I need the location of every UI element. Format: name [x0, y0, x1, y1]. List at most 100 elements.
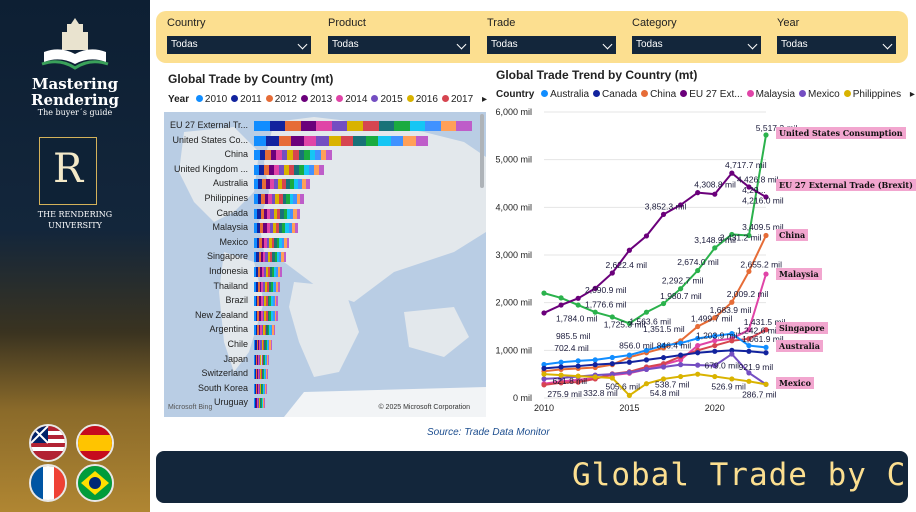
country-bar-segment[interactable]: [257, 398, 259, 409]
country-bar-segment[interactable]: [425, 121, 441, 131]
product-dropdown[interactable]: Todas: [328, 36, 470, 54]
country-bar-segment[interactable]: [304, 150, 310, 161]
country-bar-segment[interactable]: [260, 398, 262, 409]
series-point[interactable]: [575, 373, 581, 379]
country-bar-segment[interactable]: [254, 281, 256, 292]
country-bar-segment[interactable]: [320, 150, 327, 161]
country-bar-segment[interactable]: [257, 383, 259, 394]
country-bar-segment[interactable]: [291, 223, 295, 234]
country-bar-segment[interactable]: [266, 310, 268, 321]
country-bar-label[interactable]: United States Co...: [172, 134, 248, 145]
country-bar-segment[interactable]: [258, 267, 260, 277]
country-bar-segment[interactable]: [254, 150, 260, 161]
country-bar-segment[interactable]: [254, 325, 256, 336]
country-bar-segment[interactable]: [261, 194, 265, 204]
country-bar-segment[interactable]: [268, 194, 272, 204]
country-bar-segment[interactable]: [266, 383, 267, 394]
country-bar-segment[interactable]: [378, 121, 395, 131]
country-bar-segment[interactable]: [259, 340, 261, 350]
country-bar-segment[interactable]: [258, 354, 260, 365]
country-bar-segment[interactable]: [259, 369, 260, 380]
country-bar-segment[interactable]: [272, 325, 274, 336]
country-bar-segment[interactable]: [263, 383, 265, 394]
country-bar-segment[interactable]: [265, 354, 267, 365]
country-bar-segment[interactable]: [274, 267, 276, 277]
country-bar-segment[interactable]: [263, 354, 265, 365]
country-bar-segment[interactable]: [264, 354, 266, 365]
country-bar-segment[interactable]: [266, 237, 269, 248]
country-bar-segment[interactable]: [259, 383, 261, 394]
country-bar-segment[interactable]: [258, 252, 261, 263]
country-bar-segment[interactable]: [254, 208, 258, 219]
country-bar-segment[interactable]: [266, 296, 268, 307]
series-point[interactable]: [643, 309, 650, 315]
country-bar-segment[interactable]: [260, 340, 262, 350]
country-bar-segment[interactable]: [257, 310, 260, 321]
year-legend-item[interactable]: 2014: [332, 94, 367, 105]
map-scrollbar[interactable]: [480, 114, 484, 188]
country-bar-segment[interactable]: [257, 223, 261, 234]
country-bar-segment[interactable]: [254, 383, 256, 394]
series-point[interactable]: [592, 285, 598, 291]
country-bar-segment[interactable]: [261, 354, 263, 365]
country-bar-segment[interactable]: [256, 237, 259, 248]
country-bar-segment[interactable]: [269, 121, 286, 131]
country-bar-segment[interactable]: [378, 135, 391, 146]
country-bar-segment[interactable]: [261, 398, 263, 409]
country-bar-segment[interactable]: [409, 121, 426, 131]
country-bar-segment[interactable]: [276, 237, 279, 248]
country-bar-segment[interactable]: [302, 179, 306, 190]
country-bar-segment[interactable]: [254, 340, 256, 350]
country-bar-segment[interactable]: [272, 252, 275, 263]
country-bar-label[interactable]: Thailand: [213, 280, 248, 291]
series-point[interactable]: [746, 336, 752, 342]
country-bar-segment[interactable]: [255, 383, 257, 394]
country-bar-segment[interactable]: [274, 237, 277, 248]
country-bar-segment[interactable]: [286, 208, 291, 219]
series-point[interactable]: [729, 299, 735, 305]
series-point[interactable]: [575, 358, 581, 364]
series-point[interactable]: [695, 342, 701, 349]
country-bar-segment[interactable]: [278, 267, 280, 277]
country-bar-segment[interactable]: [255, 354, 257, 365]
series-point[interactable]: [541, 382, 547, 388]
series-point[interactable]: [660, 342, 667, 349]
country-bar-segment[interactable]: [262, 354, 264, 365]
country-bar-segment[interactable]: [353, 135, 366, 146]
series-point[interactable]: [558, 380, 564, 386]
country-bar-segment[interactable]: [270, 267, 272, 277]
series-point[interactable]: [643, 381, 650, 387]
country-bar-segment[interactable]: [456, 121, 472, 131]
series-point[interactable]: [712, 338, 718, 344]
series-point[interactable]: [729, 376, 735, 382]
country-bar-segment[interactable]: [281, 252, 284, 263]
series-point[interactable]: [695, 350, 701, 356]
series-point[interactable]: [746, 348, 752, 354]
country-bar-segment[interactable]: [261, 325, 263, 336]
country-bar-segment[interactable]: [309, 150, 316, 161]
country-bar-segment[interactable]: [365, 135, 379, 146]
country-bar-segment[interactable]: [403, 135, 416, 146]
country-bar-segment[interactable]: [267, 252, 270, 263]
country-bar-segment[interactable]: [274, 164, 279, 175]
series-point[interactable]: [729, 338, 735, 344]
country-bar-segment[interactable]: [269, 325, 271, 336]
country-bar-segment[interactable]: [264, 369, 265, 380]
country-bar-segment[interactable]: [255, 310, 258, 321]
series-point[interactable]: [660, 364, 667, 370]
country-bar-segment[interactable]: [289, 164, 294, 175]
country-bar-segment[interactable]: [287, 150, 293, 161]
country-bar-segment[interactable]: [264, 340, 266, 350]
country-bar-segment[interactable]: [272, 267, 274, 277]
country-bar-segment[interactable]: [262, 383, 264, 394]
country-bar-label[interactable]: Switzerland: [201, 368, 248, 379]
series-point[interactable]: [592, 362, 598, 368]
country-bar-segment[interactable]: [415, 135, 428, 146]
country-bar-segment[interactable]: [267, 296, 270, 307]
country-bar-segment[interactable]: [309, 164, 314, 175]
series-point[interactable]: [746, 184, 752, 190]
series-point[interactable]: [678, 373, 684, 380]
country-legend-item[interactable]: Australia: [537, 89, 589, 100]
country-bar-segment[interactable]: [264, 296, 266, 307]
country-bar-label[interactable]: United Kingdom ...: [173, 163, 248, 174]
